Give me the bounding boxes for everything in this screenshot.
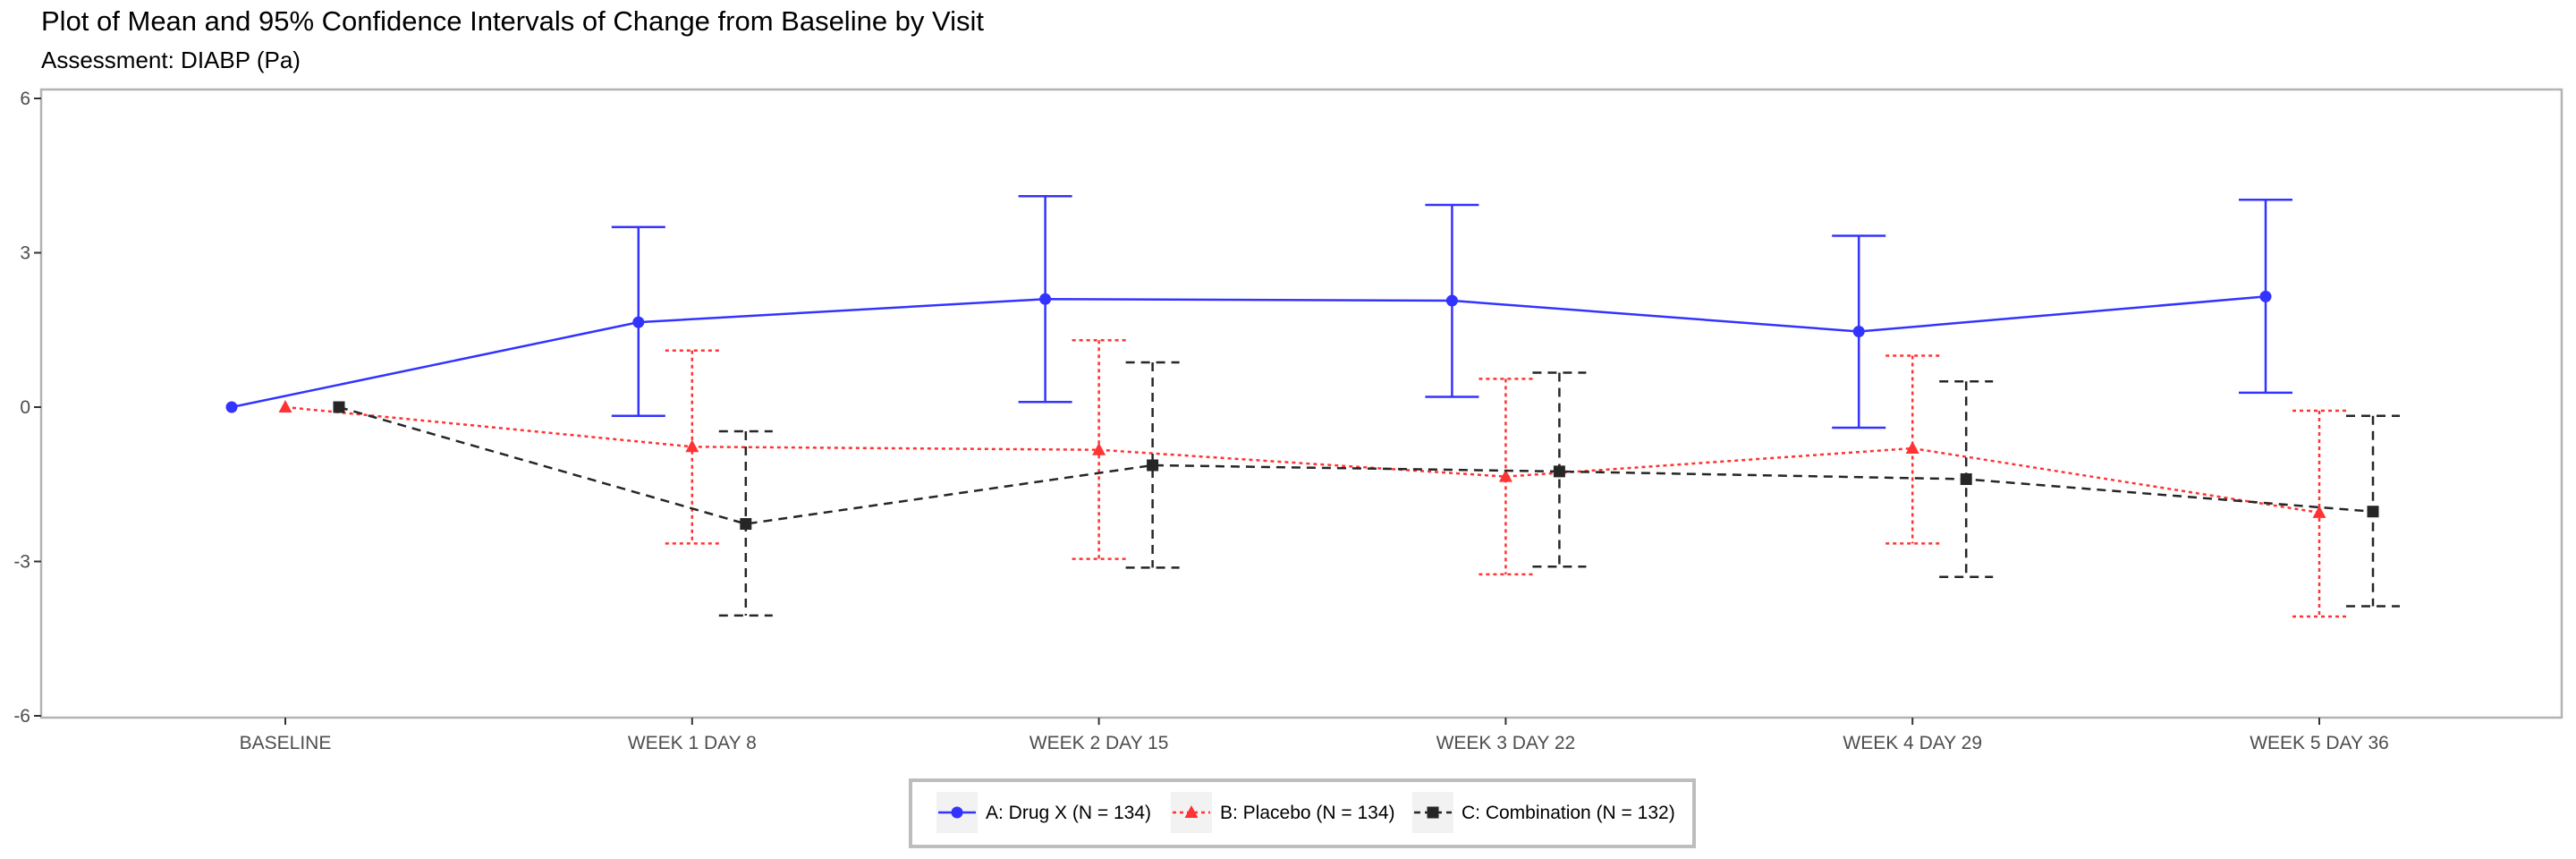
mean-point [1852, 325, 1865, 337]
series-3 [333, 361, 2400, 617]
legend-label: C: Combination (N = 132) [1462, 803, 1675, 823]
mean-point [278, 400, 292, 412]
series-layer [225, 195, 2400, 618]
mean-point [1553, 465, 1565, 478]
mean-point [1498, 469, 1513, 482]
plot-panel [39, 88, 2563, 719]
x-tick-label: BASELINE [240, 733, 332, 753]
mean-line [231, 295, 2267, 409]
legend-label: B: Placebo (N = 134) [1220, 803, 1395, 823]
error-bar [1479, 378, 1533, 576]
legend-key-marker [1427, 806, 1439, 819]
y-tick-label: 6 [20, 89, 30, 109]
legend-box [909, 778, 1696, 848]
mean-point [740, 518, 752, 531]
x-tick-label: WEEK 2 DAY 15 [1030, 733, 1169, 753]
y-tick-label: -6 [13, 706, 30, 727]
mean-point [632, 316, 645, 328]
mean-point [1092, 442, 1106, 455]
x-tick-label: WEEK 1 DAY 8 [628, 733, 757, 753]
legend-key-marker [951, 806, 963, 819]
series-2 [278, 339, 2346, 618]
error-bar [1125, 361, 1180, 569]
mean-line [284, 405, 2320, 515]
mean-point [2367, 506, 2379, 518]
series-1 [225, 195, 2292, 430]
x-tick-label: WEEK 3 DAY 22 [1436, 733, 1576, 753]
chart-title: Plot of Mean and 95% Confidence Interval… [41, 5, 985, 37]
mean-point [2259, 290, 2272, 302]
mean-point [225, 401, 238, 413]
legend: A: Drug X (N = 134) B: Placebo (N = 134) C… [909, 778, 1696, 848]
mean-point [333, 401, 345, 413]
mean-point [1960, 473, 1972, 485]
y-axis: -6 -3 0 3 6 [13, 89, 41, 727]
y-tick-label: 3 [20, 243, 30, 264]
mean-point [2312, 505, 2326, 518]
legend-label: A: Drug X (N = 134) [986, 803, 1151, 823]
x-tick-label: WEEK 4 DAY 29 [1843, 733, 1982, 753]
mean-point [1905, 441, 1919, 454]
mean-line [338, 405, 2374, 525]
mean-point [1445, 294, 1458, 307]
x-tick-label: WEEK 5 DAY 36 [2250, 733, 2389, 753]
x-axis: BASELINE WEEK 1 DAY 8 WEEK 2 DAY 15 WEEK 3 … [240, 718, 2389, 753]
legend-key-marker [1184, 805, 1199, 818]
y-tick-label: -3 [13, 552, 30, 573]
y-tick-label: 0 [20, 397, 30, 418]
mean-point [685, 439, 699, 453]
mean-point [1147, 459, 1159, 472]
chart-subtitle: Assessment: DIABP (Pa) [41, 47, 301, 73]
mean-point [1039, 293, 1052, 305]
